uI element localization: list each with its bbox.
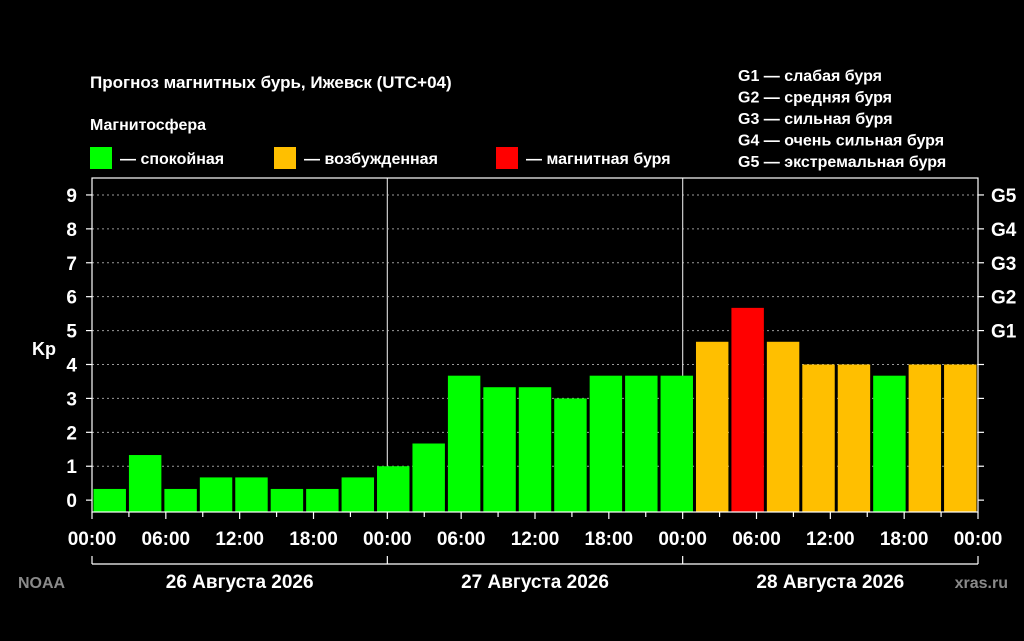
bar-22 [873, 375, 906, 512]
x-tick-label-9: 06:00 [732, 529, 781, 550]
x-tick-label-8: 00:00 [658, 529, 707, 550]
y-tick-label-8: 8 [66, 220, 77, 241]
x-tick-label-6: 12:00 [511, 529, 560, 550]
bar-5 [270, 488, 304, 512]
bar-21 [837, 364, 871, 512]
x-tick-label-11: 18:00 [880, 529, 929, 550]
y-tick-label-3: 3 [66, 389, 77, 410]
right-tick-label-g5: G5 [991, 186, 1017, 207]
chart-title: Прогноз магнитных бурь, Ижевск (UTC+04) [90, 73, 452, 92]
bar-11 [483, 387, 516, 512]
bar-8 [377, 466, 410, 512]
bar-9 [412, 443, 445, 512]
bar-14 [589, 375, 623, 512]
bar-19 [766, 341, 800, 512]
y-tick-label-5: 5 [66, 322, 77, 343]
bar-3 [199, 477, 233, 512]
x-tick-label-4: 00:00 [363, 529, 412, 550]
x-tick-label-2: 12:00 [215, 529, 264, 550]
right-tick-label-g4: G4 [991, 220, 1017, 241]
y-tick-label-7: 7 [66, 254, 77, 275]
bar-1 [128, 455, 162, 512]
bar-15 [625, 375, 658, 512]
axes: 0 1 2 3 4 5 6 7 8 9 G1 G2 G3 G4 G5 00:00 06:00 12:00 18:00… [66, 177, 1017, 593]
bar-6 [306, 488, 339, 512]
storm-scale-legend: G1 — слабая буря G2 — средняя буря G3 — си… [738, 68, 946, 171]
right-tick-label-g2: G2 [991, 288, 1016, 309]
legend: — спокойная — возбужденная — магнитная бур… [90, 147, 671, 169]
y-tick-label-4: 4 [66, 355, 77, 376]
right-tick-label-g3: G3 [991, 254, 1016, 275]
x-tick-label-12: 00:00 [954, 529, 1003, 550]
bar-23 [908, 364, 942, 512]
y-tick-label-2: 2 [66, 423, 77, 444]
y-axis-label: Kp [32, 339, 56, 359]
storm-scale-item-0: G1 — слабая буря [738, 68, 882, 85]
y-tick-label-9: 9 [66, 186, 77, 207]
legend-swatch-2 [496, 147, 518, 169]
storm-scale-item-1: G2 — средняя буря [738, 90, 892, 107]
bar-13 [554, 398, 587, 512]
x-tick-label-10: 12:00 [806, 529, 855, 550]
y-tick-label-1: 1 [66, 457, 77, 478]
bar-4 [235, 477, 268, 512]
bar-10 [447, 375, 481, 512]
legend-title: Магнитосфера [90, 117, 206, 134]
x-tick-label-7: 18:00 [585, 529, 634, 550]
bar-0 [93, 488, 126, 512]
storm-scale-item-4: G5 — экстремальная буря [738, 154, 946, 171]
storm-scale-item-2: G3 — сильная буря [738, 111, 893, 128]
bar-7 [341, 477, 375, 512]
legend-swatch-0 [90, 147, 112, 169]
bar-17 [695, 341, 729, 512]
bar-18 [731, 307, 764, 512]
bar-12 [518, 387, 552, 512]
bar-24 [944, 364, 977, 512]
bar-2 [164, 488, 197, 512]
x-tick-label-1: 06:00 [142, 529, 191, 550]
day-label-1: 27 Августа 2026 [461, 572, 609, 593]
bars [93, 307, 977, 512]
storm-scale-item-3: G4 — очень сильная буря [738, 133, 944, 150]
bar-20 [802, 364, 835, 512]
legend-label-1: — возбужденная [304, 151, 438, 168]
day-label-0: 26 Августа 2026 [166, 572, 314, 593]
y-tick-label-0: 0 [66, 491, 77, 512]
source-noaa: NOAA [18, 575, 66, 592]
right-tick-label-g1: G1 [991, 322, 1017, 343]
y-tick-label-6: 6 [66, 288, 77, 309]
legend-label-2: — магнитная буря [526, 151, 671, 168]
day-label-2: 28 Августа 2026 [756, 572, 904, 593]
legend-swatch-1 [274, 147, 296, 169]
x-tick-label-0: 00:00 [68, 529, 117, 550]
bar-16 [660, 375, 693, 512]
legend-label-0: — спокойная [120, 151, 224, 168]
x-tick-label-5: 06:00 [437, 529, 486, 550]
source-xras: xras.ru [955, 575, 1008, 592]
x-tick-label-3: 18:00 [289, 529, 338, 550]
